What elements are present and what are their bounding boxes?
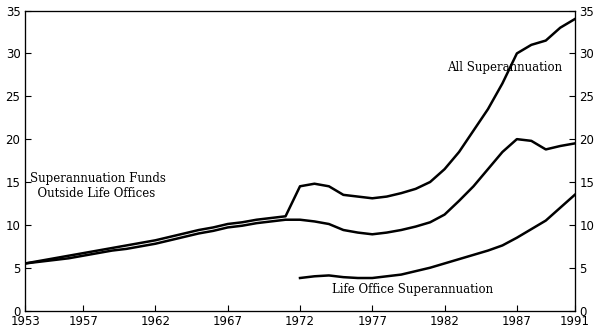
Text: Life Office Superannuation: Life Office Superannuation — [332, 284, 493, 297]
Text: All Superannuation: All Superannuation — [448, 60, 563, 73]
Text: Superannuation Funds
  Outside Life Offices: Superannuation Funds Outside Life Office… — [29, 172, 166, 200]
